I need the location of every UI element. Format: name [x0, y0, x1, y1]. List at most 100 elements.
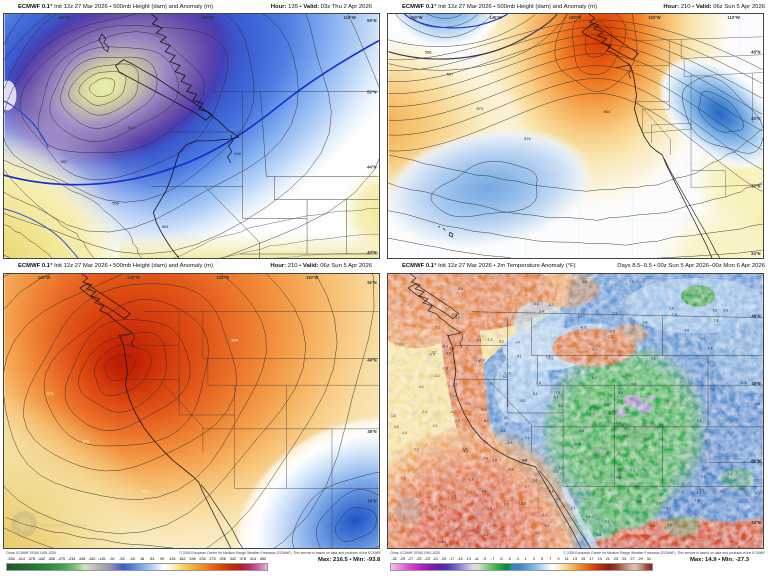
svg-text:48°N: 48°N	[751, 314, 760, 319]
svg-text:7.8: 7.8	[475, 359, 480, 363]
svg-text:3.9: 3.9	[504, 502, 509, 506]
svg-text:1.4: 1.4	[669, 307, 674, 311]
svg-text:2.1: 2.1	[697, 419, 702, 423]
svg-text:558: 558	[112, 200, 119, 205]
svg-text:-1.6: -1.6	[531, 478, 537, 482]
svg-text:-4.4: -4.4	[739, 487, 745, 491]
svg-text:9.2: 9.2	[717, 538, 722, 542]
svg-text:4.8: 4.8	[492, 459, 497, 463]
svg-text:-4.4: -4.4	[401, 431, 407, 435]
svg-text:-3.8: -3.8	[754, 402, 760, 406]
svg-text:0.4: 0.4	[522, 459, 527, 463]
svg-text:3.4: 3.4	[539, 310, 544, 314]
svg-text:-6.2: -6.2	[548, 303, 554, 307]
svg-text:-0.5: -0.5	[609, 330, 615, 334]
svg-text:3.9: 3.9	[656, 501, 661, 505]
svg-text:-3.1: -3.1	[434, 374, 440, 378]
svg-text:567: 567	[447, 71, 454, 76]
svg-text:-11.5: -11.5	[504, 371, 512, 375]
svg-text:130°W: 130°W	[58, 15, 71, 20]
svg-text:-0.2: -0.2	[450, 410, 456, 414]
svg-text:24°N: 24°N	[751, 520, 760, 525]
svg-text:7.3: 7.3	[630, 469, 635, 473]
svg-text:6.6: 6.6	[728, 473, 733, 477]
svg-text:-1.9: -1.9	[508, 468, 514, 472]
svg-text:1.8: 1.8	[453, 394, 458, 398]
svg-text:573: 573	[476, 106, 483, 111]
svg-text:3.2: 3.2	[453, 383, 458, 387]
svg-text:540: 540	[234, 151, 241, 156]
svg-text:140°W: 140°W	[489, 15, 502, 20]
svg-text:1.8: 1.8	[521, 501, 526, 505]
svg-text:6.6: 6.6	[631, 382, 636, 386]
svg-text:4.1: 4.1	[517, 354, 522, 358]
svg-text:1.8: 1.8	[391, 414, 396, 418]
svg-text:110°W: 110°W	[728, 15, 740, 20]
svg-text:570: 570	[82, 439, 89, 444]
svg-text:5.2: 5.2	[499, 340, 504, 344]
svg-text:-5.5: -5.5	[521, 459, 527, 463]
svg-text:3.4: 3.4	[650, 524, 655, 528]
svg-text:48°N: 48°N	[751, 50, 760, 55]
svg-text:-2.3: -2.3	[607, 335, 613, 339]
svg-text:-1.2: -1.2	[415, 494, 421, 498]
svg-text:WEATHERMODELS: WEATHERMODELS	[41, 523, 88, 529]
svg-text:5.2: 5.2	[559, 467, 564, 471]
svg-text:0.9: 0.9	[580, 429, 585, 433]
svg-text:528: 528	[128, 125, 135, 130]
svg-text:6.1: 6.1	[436, 326, 441, 330]
svg-text:7.8: 7.8	[695, 498, 700, 502]
svg-text:-2.3: -2.3	[421, 410, 427, 414]
svg-text:0.9: 0.9	[750, 460, 755, 464]
svg-text:-0.5: -0.5	[454, 419, 460, 423]
svg-text:5.2: 5.2	[713, 309, 718, 313]
svg-text:2.3: 2.3	[414, 448, 419, 452]
svg-text:-3.8: -3.8	[683, 329, 689, 333]
svg-text:9.2: 9.2	[554, 470, 559, 474]
svg-text:7.3: 7.3	[672, 313, 677, 317]
svg-text:2.3: 2.3	[701, 475, 706, 479]
svg-text:2.3: 2.3	[452, 494, 457, 498]
svg-text:-4.4: -4.4	[615, 421, 621, 425]
svg-text:2.1: 2.1	[651, 356, 656, 360]
svg-text:573: 573	[47, 391, 54, 396]
svg-text:-11.5: -11.5	[573, 442, 581, 446]
svg-text:-7.1: -7.1	[465, 402, 471, 406]
svg-text:6.6: 6.6	[534, 302, 539, 306]
svg-text:-8.3: -8.3	[603, 403, 609, 407]
svg-text:4.1: 4.1	[463, 450, 468, 454]
svg-text:4.8: 4.8	[559, 404, 564, 408]
svg-text:44°N: 44°N	[367, 165, 376, 170]
svg-text:1.8: 1.8	[714, 319, 719, 323]
svg-text:9.2: 9.2	[432, 350, 437, 354]
svg-text:40°N: 40°N	[751, 381, 760, 386]
svg-text:3.9: 3.9	[450, 346, 455, 350]
svg-text:-1.6: -1.6	[454, 316, 460, 320]
svg-text:-1.9: -1.9	[479, 358, 485, 362]
svg-text:-3.1: -3.1	[541, 513, 547, 517]
svg-text:8.4: 8.4	[442, 540, 447, 544]
svg-text:5.8: 5.8	[596, 533, 601, 537]
svg-text:5.2: 5.2	[545, 524, 550, 528]
svg-text:567: 567	[142, 488, 149, 493]
svg-text:40°N: 40°N	[751, 116, 760, 121]
svg-text:-0.5: -0.5	[445, 351, 451, 355]
svg-text:-5.5: -5.5	[481, 408, 487, 412]
svg-text:4.8: 4.8	[481, 489, 486, 493]
svg-text:120°W: 120°W	[202, 15, 215, 20]
svg-text:0.4: 0.4	[583, 280, 588, 284]
svg-text:32°N: 32°N	[751, 184, 760, 189]
svg-text:56°N: 56°N	[367, 18, 376, 23]
svg-text:-6.2: -6.2	[593, 477, 599, 481]
svg-text:-2.3: -2.3	[451, 313, 457, 317]
svg-text:7.3: 7.3	[536, 381, 541, 385]
svg-text:2.3: 2.3	[612, 312, 617, 316]
svg-text:120°W: 120°W	[217, 275, 230, 280]
svg-text:40°N: 40°N	[367, 250, 376, 255]
svg-text:-11.5: -11.5	[739, 381, 747, 385]
svg-text:150°W: 150°W	[410, 15, 423, 20]
svg-text:576: 576	[524, 136, 531, 141]
svg-text:-3.8: -3.8	[642, 321, 648, 325]
svg-text:0.4: 0.4	[546, 354, 551, 358]
svg-text:-3.1: -3.1	[476, 339, 482, 343]
